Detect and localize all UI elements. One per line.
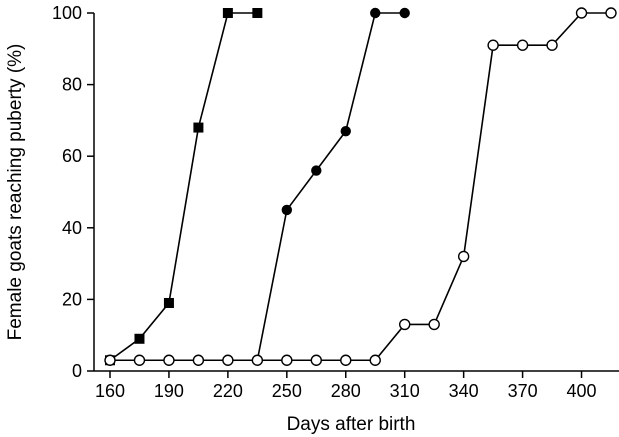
data-point-open-circle (251, 354, 264, 366)
x-tick-label: 220 (213, 381, 243, 401)
data-point-open-circle (575, 7, 588, 19)
y-tick-label: 40 (62, 218, 82, 238)
data-point-open-circle (457, 250, 470, 263)
data-point-filled-circle (340, 125, 351, 137)
x-tick-label: 280 (331, 381, 361, 401)
data-point-open-circle (104, 354, 116, 366)
data-point-square (134, 333, 145, 344)
x-tick-label: 310 (390, 381, 420, 401)
x-axis-title: Days after birth (287, 414, 416, 435)
data-point-open-circle (369, 354, 381, 366)
y-tick-label: 20 (62, 289, 82, 309)
data-point-filled-circle (399, 7, 410, 19)
data-point-open-circle (340, 354, 352, 366)
data-point-open-circle (399, 318, 411, 331)
data-point-open-circle (428, 318, 440, 331)
x-tick-label: 370 (508, 381, 538, 401)
data-point-open-circle (310, 354, 322, 366)
data-point-square (193, 122, 204, 133)
data-point-open-circle (605, 7, 617, 19)
axes (93, 13, 619, 372)
x-tick-label: 340 (449, 381, 479, 401)
data-point-filled-circle (370, 7, 381, 19)
data-point-open-circle (192, 354, 205, 366)
series-line-filled-circle (256, 12, 405, 361)
data-point-filled-circle (281, 204, 293, 216)
y-tick-label: 80 (62, 75, 82, 95)
series-line-open-circle (110, 12, 611, 362)
x-tick-label: 160 (95, 381, 125, 401)
x-tick-label: 250 (272, 381, 302, 401)
data-point-open-circle (222, 354, 234, 366)
data-point-filled-circle (311, 165, 322, 176)
data-point-open-circle (546, 39, 558, 51)
x-tick-label: 400 (567, 381, 597, 401)
y-tick-label: 100 (52, 3, 82, 23)
y-tick-label: 0 (72, 361, 82, 381)
y-axis-title: Female goats reaching puberty (%) (5, 44, 26, 341)
series-line-filled-square (109, 12, 258, 361)
y-tick-label: 60 (62, 146, 82, 166)
x-tick-label: 190 (154, 381, 184, 401)
tick-labels: 160 190 220 250 280 310 340 370 400 0 20 40 60 80 100 (52, 3, 597, 401)
data-point-open-circle (133, 354, 146, 366)
data-point-open-circle (516, 39, 529, 51)
data-point-open-circle (281, 354, 293, 366)
series-markers (104, 7, 617, 366)
ticks (87, 12, 583, 378)
data-point-open-circle (163, 354, 175, 366)
data-point-square (163, 297, 174, 308)
data-point-open-circle (487, 39, 499, 51)
series-lines (109, 12, 611, 362)
data-point-square (222, 8, 233, 18)
data-point-square (252, 8, 263, 18)
